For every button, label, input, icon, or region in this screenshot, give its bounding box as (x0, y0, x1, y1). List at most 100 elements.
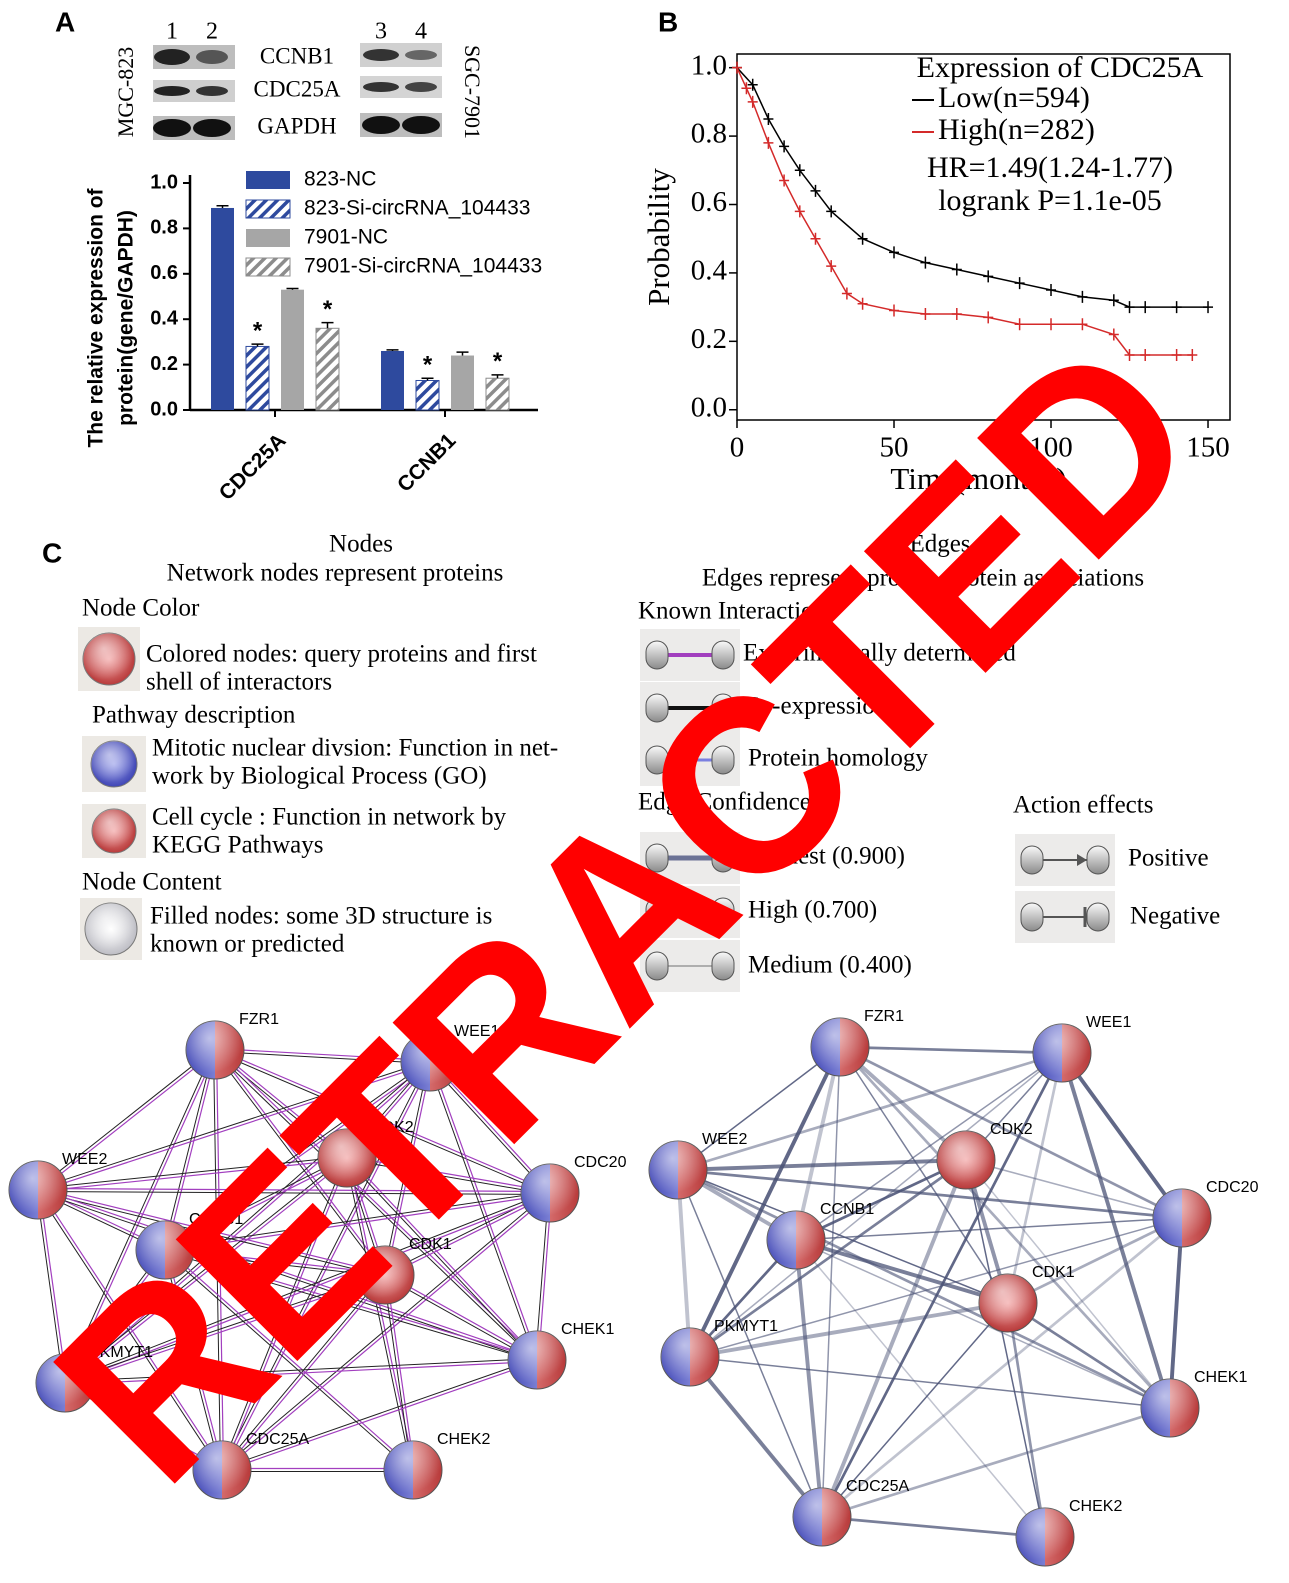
significance: * (493, 348, 503, 375)
error-bar (457, 352, 469, 355)
x-tick-label: 0 (730, 432, 745, 464)
censor-mark (826, 260, 836, 272)
node-label: CCNB1 (820, 1201, 874, 1218)
node-shine (1016, 1508, 1074, 1566)
bar (486, 378, 509, 410)
node-shine (1153, 1189, 1211, 1247)
figure: A B C 1 2 3 4 CCNB1 CDC25A GAPDH MGC-823… (0, 0, 1289, 1583)
censor-mark (920, 257, 930, 269)
node-label: CDC20 (574, 1154, 627, 1171)
band (402, 116, 440, 134)
x-tick-label: CDC25A (215, 429, 291, 505)
error-bar (322, 323, 334, 329)
node-shine (1033, 1024, 1091, 1082)
censor-mark (763, 137, 773, 149)
edge (822, 1517, 1045, 1537)
error-bar (217, 206, 229, 208)
censor-mark (1203, 301, 1213, 313)
panel-label: A (55, 6, 75, 37)
error-bar (492, 375, 504, 378)
legend-heading: Action effects (1013, 792, 1153, 819)
error-bar (387, 350, 399, 351)
legend-label: 823-NC (304, 168, 376, 191)
legend-text: Mitotic nuclear divsion: Function in net… (152, 735, 558, 762)
node-label: CHEK2 (1069, 1498, 1122, 1515)
bar (451, 356, 474, 410)
capsule (646, 641, 668, 669)
legend-subtitle: Network nodes represent proteins (167, 560, 504, 587)
bar (211, 208, 234, 410)
node-shine (793, 1488, 851, 1546)
censor-mark (1125, 301, 1135, 313)
bar (416, 380, 439, 410)
censor-mark (763, 113, 773, 125)
node-label: CDK2 (990, 1121, 1033, 1138)
censor-mark (889, 246, 899, 258)
panel-label: C (42, 537, 62, 568)
censor-mark (1187, 349, 1197, 361)
protein-label: GAPDH (257, 113, 336, 138)
bar (381, 351, 404, 410)
y-axis-label: Probability (641, 168, 676, 306)
edge (966, 1160, 1045, 1537)
y-tick-label: 1.0 (691, 49, 727, 81)
y-tick-label: 0.4 (691, 255, 728, 287)
y-tick-label: 0.8 (691, 118, 727, 150)
node-shine (937, 1131, 995, 1189)
node-label: CDK1 (1032, 1264, 1075, 1281)
censor-mark (741, 82, 751, 94)
censor-mark (952, 263, 962, 275)
significance: * (423, 352, 433, 379)
node-label: WEE2 (702, 1131, 747, 1148)
censor-mark (1172, 301, 1182, 313)
significance: * (323, 296, 333, 323)
y-axis-label: The relative expression of (85, 187, 108, 447)
node-shine (767, 1211, 825, 1269)
legend-text: Negative (1130, 903, 1220, 930)
legend-heading: Node Color (82, 595, 200, 622)
band (193, 119, 231, 137)
capsule (1087, 846, 1109, 874)
censor-mark (748, 96, 758, 108)
node-label: WEE2 (62, 1151, 107, 1168)
censor-mark (779, 175, 789, 187)
band (153, 119, 191, 137)
censor-mark (1077, 291, 1087, 303)
y-axis-label: protein(gene/GAPDH) (115, 210, 138, 426)
censor-mark (1140, 301, 1150, 313)
censor-mark (1109, 294, 1119, 306)
censor-mark (983, 311, 993, 323)
censor-mark (920, 308, 930, 320)
legend-text: known or predicted (150, 931, 345, 958)
legend-label: 7901-NC (304, 226, 388, 249)
lane-label: 4 (415, 19, 427, 45)
legend-swatch (246, 171, 290, 189)
capsule (1021, 903, 1043, 931)
edge (678, 1160, 966, 1170)
node-shine (83, 633, 135, 685)
error-bar (287, 289, 299, 290)
legend-label: 7901-Si-circRNA_104433 (304, 255, 542, 278)
node-label: CDC25A (846, 1478, 909, 1495)
legend-text: shell of interactors (146, 669, 332, 696)
node-shine (85, 903, 137, 955)
node-shine (384, 1441, 442, 1499)
band (405, 50, 437, 60)
legend-text: Cell cycle : Function in network by (152, 804, 507, 831)
node-label: CDC20 (1206, 1179, 1259, 1196)
censor-mark (983, 270, 993, 282)
legend-text: work by Biological Process (GO) (152, 763, 487, 790)
capsule (1087, 903, 1109, 931)
legend-swatch (246, 200, 290, 218)
lane-label: 2 (206, 19, 218, 45)
protein-label: CCNB1 (260, 43, 334, 68)
node-shine (92, 809, 136, 853)
edge (1062, 1053, 1182, 1218)
edge (690, 1047, 840, 1357)
node-shine (508, 1331, 566, 1389)
protein-label: CDC25A (254, 76, 341, 101)
legend-swatch (246, 258, 290, 276)
y-tick-label: 0.2 (150, 353, 178, 375)
bar (316, 328, 339, 410)
panel-label: B (658, 6, 678, 37)
